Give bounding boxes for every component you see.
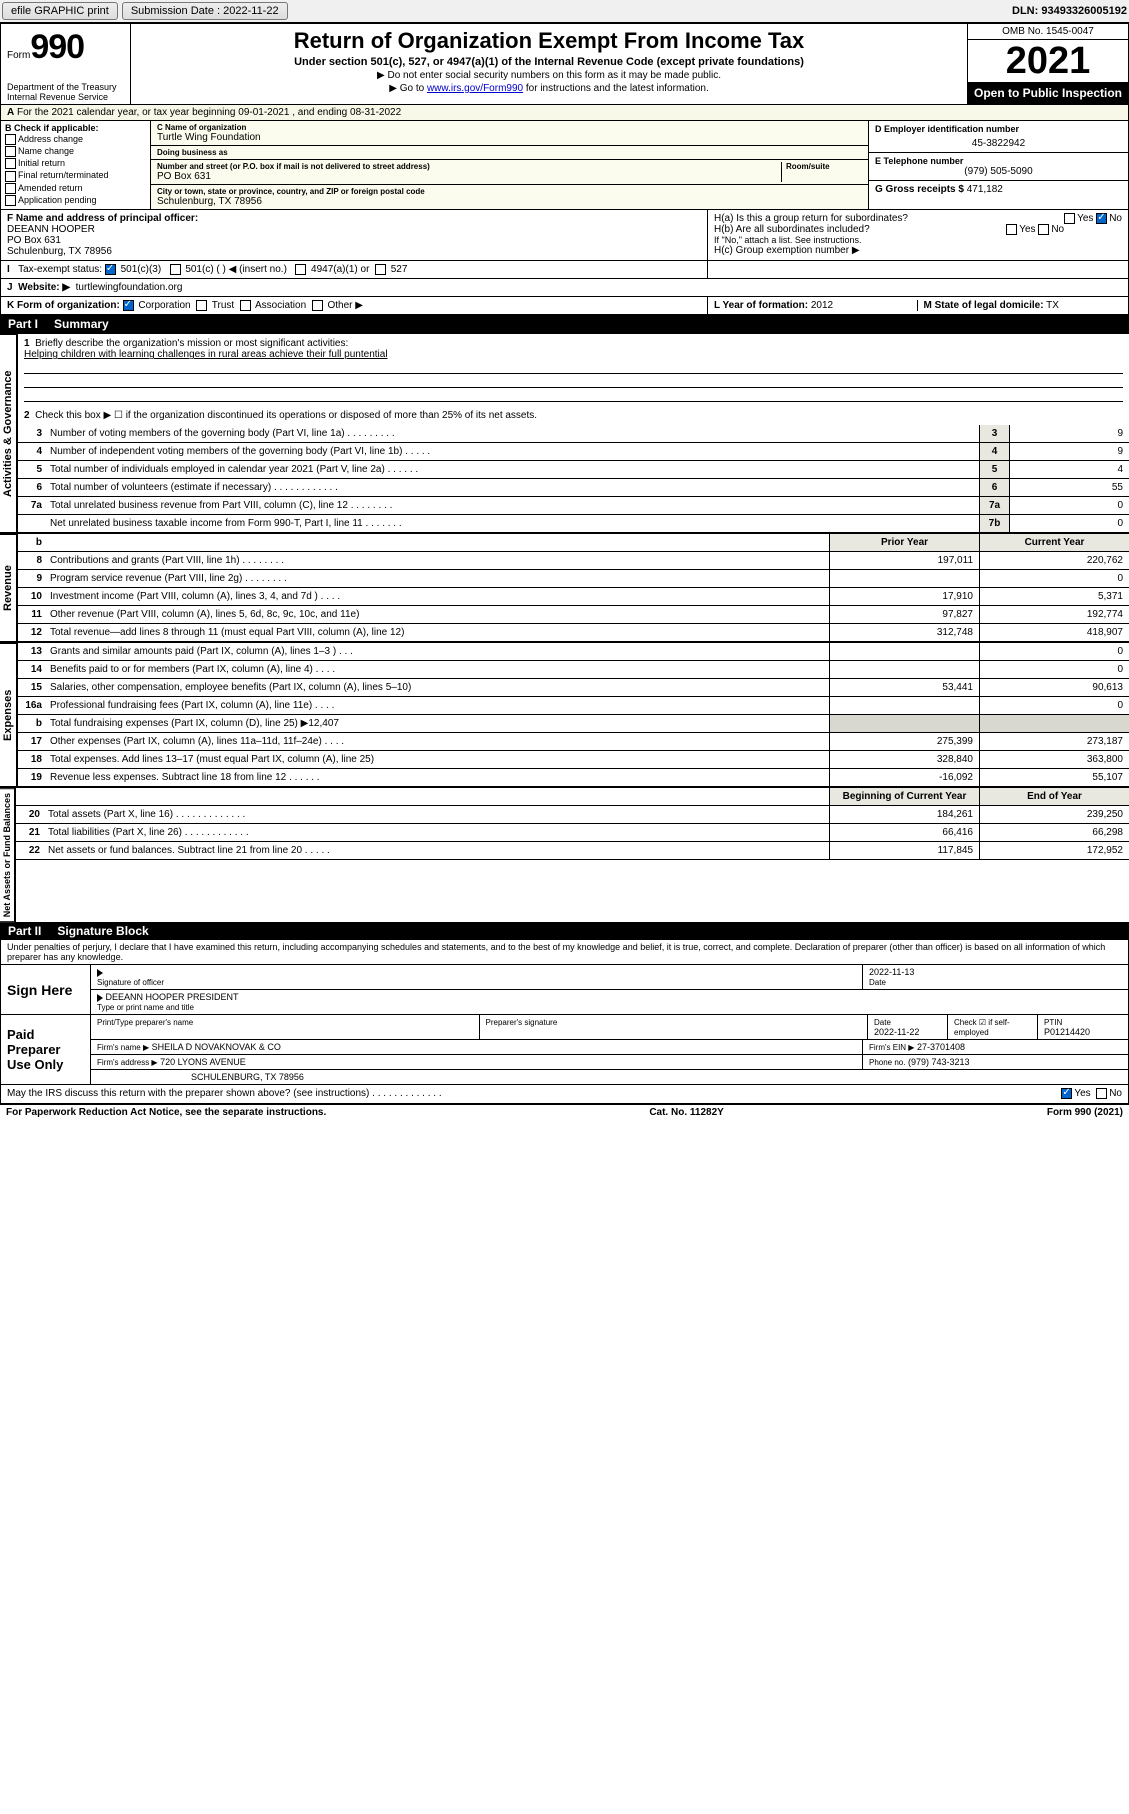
row-i: I Tax-exempt status: 501(c)(3) 501(c) ( … — [0, 261, 1129, 279]
officer-name-title: DEEANN HOOPER PRESIDENT — [106, 992, 239, 1002]
org-city: Schulenburg, TX 78956 — [157, 196, 262, 207]
penalty-text: Under penalties of perjury, I declare th… — [0, 940, 1129, 965]
summary-row: 19Revenue less expenses. Subtract line 1… — [18, 769, 1129, 787]
summary-row: 22Net assets or fund balances. Subtract … — [16, 842, 1129, 860]
sign-date: 2022-11-13 — [869, 967, 914, 977]
org-address: PO Box 631 — [157, 171, 211, 182]
org-name: Turtle Wing Foundation — [157, 132, 261, 143]
form-header: Form990 Department of the Treasury Inter… — [0, 23, 1129, 105]
cb-amended[interactable]: Amended return — [5, 183, 146, 194]
summary-row: 3Number of voting members of the governi… — [18, 425, 1129, 443]
officer-name: DEEANN HOOPER — [7, 224, 95, 235]
summary-row: 11Other revenue (Part VIII, column (A), … — [18, 606, 1129, 624]
ptin: P01214420 — [1044, 1027, 1090, 1037]
part-ii-header: Part II Signature Block — [0, 922, 1129, 940]
cb-501c3[interactable] — [105, 264, 116, 275]
summary-row: 10Investment income (Part VIII, column (… — [18, 588, 1129, 606]
summary-row: 4Number of independent voting members of… — [18, 443, 1129, 461]
cb-corp[interactable] — [123, 300, 134, 311]
summary-row: 14Benefits paid to or for members (Part … — [18, 661, 1129, 679]
form-number-box: Form990 Department of the Treasury Inter… — [1, 24, 131, 104]
year-box: OMB No. 1545-0047 2021 Open to Public In… — [968, 24, 1128, 104]
state-domicile: TX — [1046, 300, 1059, 311]
gross-receipts: 471,182 — [967, 184, 1003, 195]
tel-value: (979) 505-5090 — [875, 166, 1122, 177]
summary-row: 13Grants and similar amounts paid (Part … — [18, 643, 1129, 661]
ein-value: 45-3822942 — [875, 134, 1122, 149]
summary-row: 6Total number of volunteers (estimate if… — [18, 479, 1129, 497]
sign-here-label: Sign Here — [1, 965, 91, 1014]
section-bcd: B Check if applicable: Address change Na… — [0, 121, 1129, 210]
sign-here-block: Sign Here Signature of officer 2022-11-1… — [0, 965, 1129, 1085]
row-klm: K Form of organization: Corporation Trus… — [0, 297, 1129, 315]
summary-row: bTotal fundraising expenses (Part IX, co… — [18, 715, 1129, 733]
dept-label: Department of the Treasury Internal Reve… — [7, 82, 130, 102]
cb-name-change[interactable]: Name change — [5, 146, 146, 157]
revenue-block: Revenue b Prior Year Current Year 8Contr… — [0, 533, 1129, 642]
mission-text: Helping children with learning challenge… — [24, 349, 388, 360]
form-990: 990 — [30, 28, 84, 66]
row-fh: F Name and address of principal officer:… — [0, 210, 1129, 261]
summary-row: 12Total revenue—add lines 8 through 11 (… — [18, 624, 1129, 642]
summary-row: 16aProfessional fundraising fees (Part I… — [18, 697, 1129, 715]
cb-discuss-no[interactable] — [1096, 1088, 1107, 1099]
part-i-header: Part I Summary — [0, 315, 1129, 333]
summary-row: 5Total number of individuals employed in… — [18, 461, 1129, 479]
cb-address-change[interactable]: Address change — [5, 134, 146, 145]
vtab-revenue: Revenue — [0, 534, 17, 642]
row-j: J Website: ▶ turtlewingfoundation.org — [0, 279, 1129, 297]
website[interactable]: turtlewingfoundation.org — [76, 282, 183, 293]
col-c: C Name of organization Turtle Wing Found… — [151, 121, 868, 209]
summary-row: 21Total liabilities (Part X, line 26) . … — [16, 824, 1129, 842]
activities-governance: Activities & Governance 1 Briefly descri… — [0, 333, 1129, 533]
vtab-expenses: Expenses — [0, 643, 17, 787]
page-title: Return of Organization Exempt From Incom… — [139, 28, 959, 54]
summary-row: Net unrelated business taxable income fr… — [18, 515, 1129, 533]
summary-row: 17Other expenses (Part IX, column (A), l… — [18, 733, 1129, 751]
vtab-net: Net Assets or Fund Balances — [0, 788, 15, 922]
summary-row: 20Total assets (Part X, line 16) . . . .… — [16, 806, 1129, 824]
tax-year: 2021 — [968, 40, 1128, 82]
expenses-block: Expenses 13Grants and similar amounts pa… — [0, 642, 1129, 787]
open-inspection: Open to Public Inspection — [968, 82, 1128, 104]
col-d: D Employer identification number 45-3822… — [868, 121, 1128, 209]
submission-date-button[interactable]: Submission Date : 2022-11-22 — [122, 2, 288, 20]
summary-row: 7aTotal unrelated business revenue from … — [18, 497, 1129, 515]
vtab-governance: Activities & Governance — [0, 334, 17, 533]
cb-discuss-yes[interactable] — [1061, 1088, 1072, 1099]
omb-label: OMB No. 1545-0047 — [968, 24, 1128, 40]
cb-final-return[interactable]: Final return/terminated — [5, 170, 146, 181]
title-box: Return of Organization Exempt From Incom… — [131, 24, 968, 104]
paid-preparer-label: Paid Preparer Use Only — [1, 1015, 91, 1084]
firm-name: SHEILA D NOVAKNOVAK & CO — [152, 1042, 281, 1052]
subtitle: Under section 501(c), 527, or 4947(a)(1)… — [139, 56, 959, 68]
period-row: A For the 2021 calendar year, or tax yea… — [0, 105, 1129, 121]
cb-initial-return[interactable]: Initial return — [5, 158, 146, 169]
irs-link[interactable]: www.irs.gov/Form990 — [427, 83, 523, 94]
efile-button[interactable]: efile GRAPHIC print — [2, 2, 118, 20]
topbar: efile GRAPHIC print Submission Date : 20… — [0, 0, 1129, 23]
col-b: B Check if applicable: Address change Na… — [1, 121, 151, 209]
summary-row: 8Contributions and grants (Part VIII, li… — [18, 552, 1129, 570]
dln-label: DLN: 93493326005192 — [1012, 5, 1127, 17]
footer: For Paperwork Reduction Act Notice, see … — [0, 1104, 1129, 1120]
discuss-row: May the IRS discuss this return with the… — [0, 1085, 1129, 1103]
summary-row: 15Salaries, other compensation, employee… — [18, 679, 1129, 697]
year-formation: 2012 — [811, 300, 833, 311]
note-ssn: ▶ Do not enter social security numbers o… — [139, 70, 959, 81]
note-link: ▶ Go to www.irs.gov/Form990 for instruct… — [139, 83, 959, 94]
net-block: Net Assets or Fund Balances Beginning of… — [0, 787, 1129, 922]
cb-pending[interactable]: Application pending — [5, 195, 146, 206]
summary-row: 9Program service revenue (Part VIII, lin… — [18, 570, 1129, 588]
summary-row: 18Total expenses. Add lines 13–17 (must … — [18, 751, 1129, 769]
